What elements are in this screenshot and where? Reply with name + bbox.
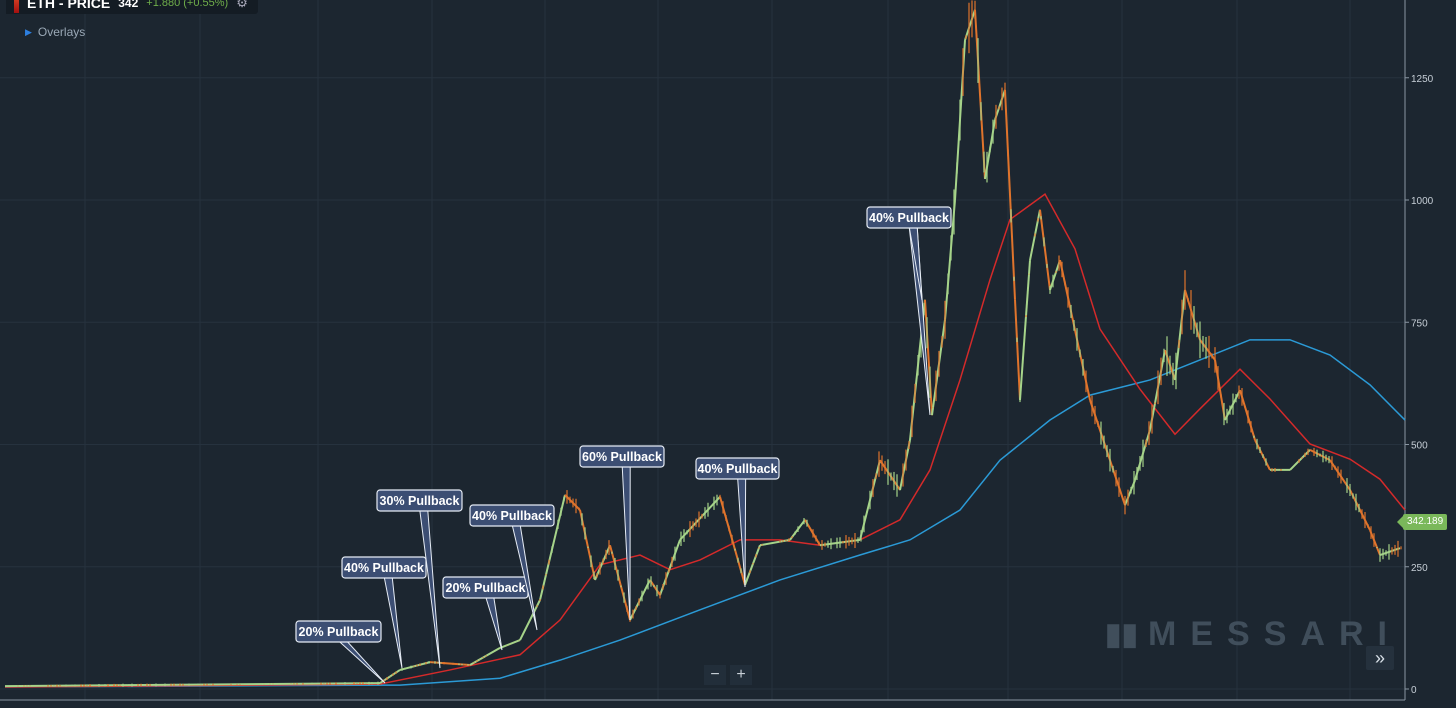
pullback-annotation[interactable]: 20% Pullback xyxy=(442,576,529,651)
annotation-label: 30% Pullback xyxy=(380,494,460,508)
annotation-box xyxy=(695,457,780,480)
series-change: +1.880 (+0.55%) xyxy=(146,0,229,9)
price-segment xyxy=(1019,260,1031,401)
moving-average-short-line xyxy=(4,193,1406,688)
y-tick-label: 1250 xyxy=(1411,74,1434,85)
annotation-box xyxy=(376,489,463,512)
pullback-annotation[interactable]: 40% Pullback xyxy=(341,556,427,669)
annotation-pointer xyxy=(383,576,403,669)
annotation-label: 40% Pullback xyxy=(869,211,949,225)
series-value: 342 xyxy=(118,0,139,10)
gear-icon[interactable]: ⚙ xyxy=(236,0,248,10)
annotation-pointer xyxy=(485,596,503,651)
annotation-label: 40% Pullback xyxy=(344,561,424,575)
overlays-label: Overlays xyxy=(37,25,86,39)
series-title: ETH - PRICE xyxy=(27,0,111,11)
pullback-annotation[interactable]: 40% Pullback xyxy=(469,504,555,631)
annotation-pointer xyxy=(337,640,386,684)
price-segment xyxy=(1014,299,1021,401)
annotation-pointer xyxy=(419,509,441,669)
price-segment xyxy=(964,9,976,41)
zoom-controls: − + xyxy=(704,665,752,685)
annotation-label: 60% Pullback xyxy=(582,450,662,464)
price-segment xyxy=(1039,209,1051,291)
messari-logo-mark-icon: ▮▮ xyxy=(1105,618,1139,651)
annotation-label: 20% Pullback xyxy=(446,581,526,595)
price-segment xyxy=(1109,459,1126,506)
pullback-annotation[interactable]: 40% Pullback xyxy=(866,206,952,416)
pullback-annotation[interactable]: 40% Pullback xyxy=(695,457,780,588)
price-segment xyxy=(1184,289,1201,341)
current-price-tag: 342.189 xyxy=(1396,514,1448,530)
price-segment xyxy=(1004,89,1016,300)
annotation-label: 20% Pullback xyxy=(299,625,379,639)
y-tick-label: 1000 xyxy=(1411,196,1434,207)
series-header: ETH - PRICE 342 +1.880 (+0.55%) ⚙ xyxy=(6,0,258,14)
zoom-in-button[interactable]: + xyxy=(730,665,752,685)
triangle-right-icon: ▶ xyxy=(25,26,32,37)
annotation-label: 40% Pullback xyxy=(698,462,778,476)
series-color-swatch xyxy=(14,0,19,13)
annotation-box xyxy=(469,504,555,527)
annotation-box xyxy=(866,206,952,229)
scroll-to-latest-button[interactable]: » xyxy=(1366,646,1394,670)
y-tick-label: 0 xyxy=(1411,685,1417,696)
moving-average-long-line xyxy=(4,339,1406,688)
pullback-annotation[interactable]: 60% Pullback xyxy=(579,445,665,621)
messari-logo-text: MESSARI xyxy=(1148,615,1401,653)
price-segment xyxy=(924,299,933,416)
pullback-annotation[interactable]: 30% Pullback xyxy=(376,489,463,669)
annotation-label: 40% Pullback xyxy=(472,509,552,523)
price-segment xyxy=(974,9,986,180)
annotation-box xyxy=(341,556,427,579)
annotation-box xyxy=(295,620,382,643)
y-tick-label: 500 xyxy=(1411,441,1428,452)
y-tick-label: 750 xyxy=(1411,318,1428,329)
annotation-box xyxy=(579,445,665,468)
pullback-annotation[interactable]: 20% Pullback xyxy=(295,620,386,684)
y-tick-label: 250 xyxy=(1411,563,1428,574)
messari-logo: ▮▮ MESSARI xyxy=(1105,615,1401,654)
overlays-toggle[interactable]: ▶ Overlays xyxy=(25,25,85,39)
zoom-out-button[interactable]: − xyxy=(704,665,726,685)
